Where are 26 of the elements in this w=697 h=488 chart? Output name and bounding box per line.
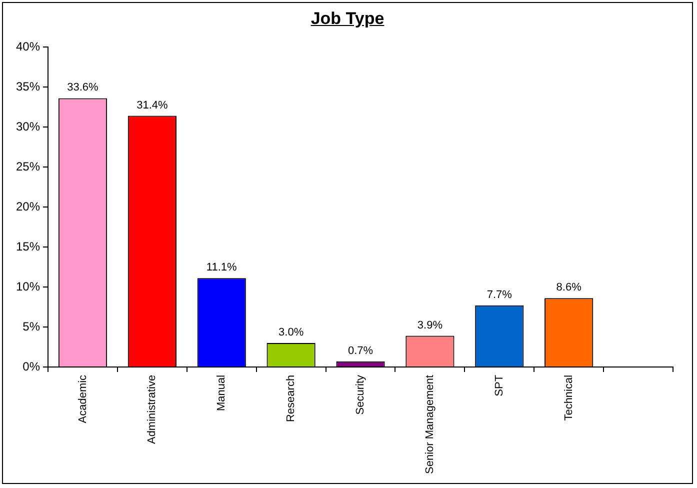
y-tick-label: 30% (16, 119, 40, 134)
x-tick-label: Academic (76, 374, 89, 424)
data-label: 3.0% (278, 326, 304, 338)
y-tick-label: 5% (22, 319, 40, 334)
y-tick-label: 25% (16, 159, 40, 174)
x-tick-label: Administrative (146, 374, 158, 444)
x-tick-label: Manual (216, 374, 228, 412)
chart-title: Job Type (310, 9, 386, 29)
y-tick-label: 40% (16, 39, 40, 54)
x-tick-label: Technical (562, 374, 575, 421)
data-label: 0.7% (348, 344, 374, 357)
y-tick-label: 20% (16, 199, 40, 214)
data-label: 11.1% (206, 262, 238, 274)
x-tick-label: Security (354, 374, 367, 415)
x-tick-label: Research (285, 374, 298, 422)
data-label: 7.7% (486, 288, 512, 301)
data-label: 33.6% (67, 82, 99, 94)
y-tick-label: 10% (16, 279, 40, 294)
y-tick-label: 0% (22, 359, 40, 374)
data-label: 31.4% (136, 99, 168, 112)
y-tick-label: 15% (16, 239, 40, 254)
x-tick-label: Senior Management (424, 374, 436, 474)
x-tick-label: SPT (493, 374, 506, 396)
y-tick-label: 35% (16, 79, 40, 94)
data-label: 8.6% (556, 282, 582, 294)
data-label: 3.9% (417, 319, 443, 332)
